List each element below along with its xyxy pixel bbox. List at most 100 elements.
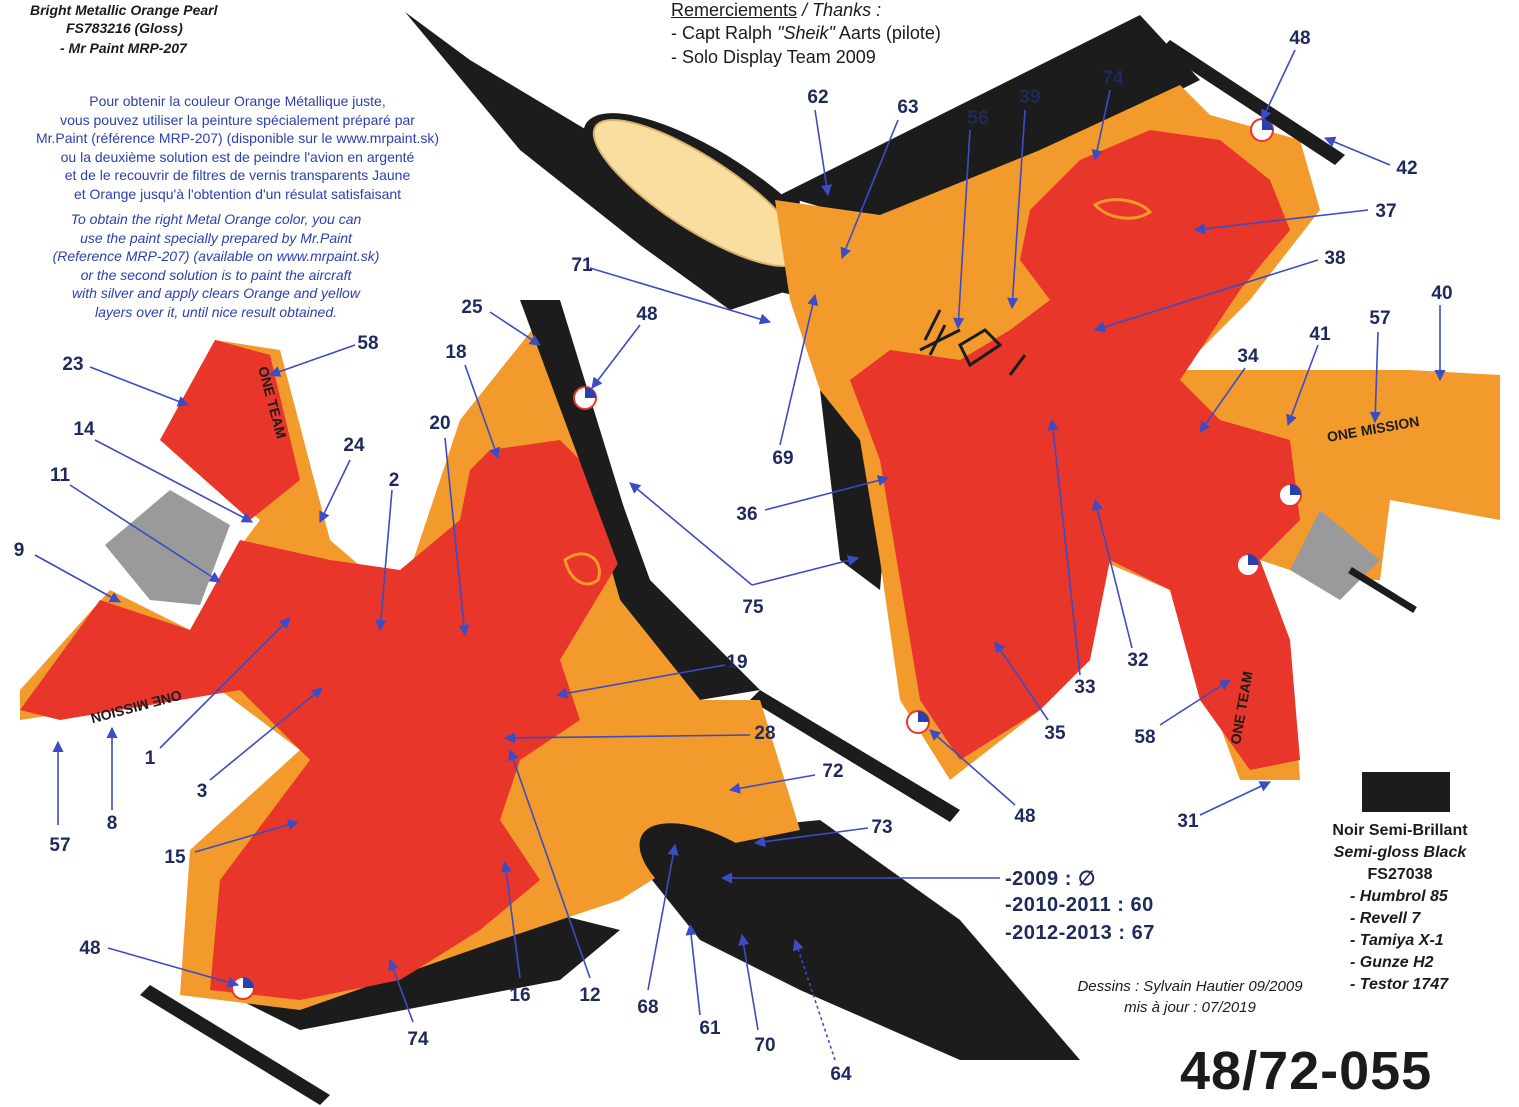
callout-label: 1 <box>145 748 156 769</box>
callout-label: 8 <box>107 813 118 834</box>
instructions-french: Pour obtenir la couleur Orange Métalliqu… <box>0 92 475 203</box>
credits-drawing: Dessins : Sylvain Hautier 09/2009 <box>1077 978 1303 995</box>
thanks-pilot-suffix: Aarts (pilote) <box>834 23 941 43</box>
callout-label: 40 <box>1431 283 1452 304</box>
callout-label: 14 <box>73 419 95 440</box>
wingtip-missile <box>140 985 330 1105</box>
top-view-wing-leading-edge <box>780 15 1200 230</box>
instruction-line: To obtain the right Metal Orange color, … <box>70 211 362 227</box>
instruction-line: layers over it, until nice result obtain… <box>94 303 337 320</box>
thanks-team: - Solo Display Team 2009 <box>671 47 876 67</box>
callout-label: 71 <box>571 255 593 276</box>
thanks-title: Remerciements / Thanks : <box>671 0 881 21</box>
callout-label: 57 <box>1369 308 1390 329</box>
paint-black-fs-code: FS27038 <box>1367 866 1433 883</box>
paint-black-name-fr: Noir Semi-Brillant <box>1332 822 1468 839</box>
instruction-line: Pour obtenir la couleur Orange Métalliqu… <box>89 93 386 109</box>
callout-label: 31 <box>1177 811 1199 832</box>
thanks-title-fr: Remerciements <box>671 0 798 20</box>
top-view-lion-red <box>850 130 1300 770</box>
callout-label: 16 <box>509 985 530 1006</box>
wingtip-missile <box>520 300 640 570</box>
paint-brand: - Tamiya X-1 <box>1350 932 1444 949</box>
callout-label: 64 <box>830 1064 852 1085</box>
callout-label: 18 <box>445 342 466 363</box>
year-note-value: 67 <box>1131 922 1155 944</box>
year-note: -2010-2011 : 60 <box>1005 894 1154 917</box>
paint-fs-line: FS783216 (Gloss) <box>66 20 183 36</box>
callout-label: 75 <box>742 597 764 618</box>
callout-label: 37 <box>1375 201 1396 222</box>
thanks-pilot-nick: "Sheik" <box>777 23 835 43</box>
callout-label: 11 <box>50 465 71 486</box>
bottom-view-lion-eye <box>563 552 601 586</box>
paint-reference: - Mr Paint MRP-207 <box>60 40 187 56</box>
top-view-tail <box>1270 370 1500 510</box>
callout-label: 28 <box>754 723 775 744</box>
callout-label: 33 <box>1074 677 1095 698</box>
instruction-line: Mr.Paint (référence MRP-207) (disponible… <box>35 130 440 146</box>
year-note-years: -2009 : <box>1005 868 1072 890</box>
callout-label: 38 <box>1324 248 1345 269</box>
instruction-line: use the paint specially prepared by Mr.P… <box>80 229 352 246</box>
paint-color-name: Bright Metallic Orange Pearl <box>30 2 218 18</box>
year-note-value: ∅ <box>1077 868 1096 890</box>
bottom-view-lower-edge <box>240 905 620 1030</box>
sheet-code: 48/72-055 <box>1180 1041 1433 1101</box>
callout-label: 32 <box>1127 650 1148 671</box>
callout-label: 35 <box>1044 723 1066 744</box>
callout-label: 41 <box>1309 324 1331 345</box>
callout-label: 61 <box>699 1018 721 1039</box>
callout-label: 34 <box>1237 346 1259 367</box>
paint-brand: - Humbrol 85 <box>1350 888 1448 905</box>
credits-updated: mis à jour : 07/2019 <box>1124 999 1256 1016</box>
callout-label: 36 <box>736 504 757 525</box>
callout-label: 74 <box>1102 68 1124 89</box>
thanks-pilot-prefix: - Capt Ralph <box>671 23 778 43</box>
top-view-lower-strake <box>820 390 890 590</box>
callout-label: 42 <box>1396 158 1417 179</box>
callout-label: 69 <box>772 448 793 469</box>
callout-label: 23 <box>62 354 83 375</box>
callout-label: 58 <box>357 333 378 354</box>
callout-label: 39 <box>1019 87 1040 108</box>
thanks-pilot: - Capt Ralph "Sheik" Aarts (pilote) <box>671 23 941 44</box>
callout-label: 15 <box>164 847 186 868</box>
callout-label: 9 <box>14 540 25 561</box>
top-view-pitot <box>1348 567 1417 613</box>
callout-label: 12 <box>579 985 600 1006</box>
callout-label: 68 <box>637 997 658 1018</box>
year-note: -2009 : ∅ <box>1005 866 1096 891</box>
callout-label: 62 <box>807 87 828 108</box>
paint-brand: - Gunze H2 <box>1350 954 1434 971</box>
year-note-years: -2010-2011 : <box>1005 894 1125 916</box>
aircraft-top-view: ONE MISSION ONE TEAM <box>405 12 1500 822</box>
instruction-line: with silver and apply clears Orange and … <box>72 285 360 301</box>
paint-brand: - Revell 7 <box>1350 910 1421 927</box>
callout-label: 63 <box>897 97 918 118</box>
instruction-line: et de le recouvrir de filtres de vernis … <box>64 167 411 183</box>
callout-label: 24 <box>343 435 365 456</box>
callout-labels: 48 74 62 63 56 39 42 37 38 40 57 41 34 7… <box>14 28 1453 1085</box>
callout-label: 48 <box>1289 28 1310 49</box>
paint-brand: - Testor 1747 <box>1350 976 1449 993</box>
bottom-view-lion-red <box>20 440 620 1000</box>
aircraft-bottom-view: ONE TEAM ONE MISSION <box>20 300 1080 1105</box>
paint-black-name-en: Semi-gloss Black <box>1333 844 1467 861</box>
callout-label: 48 <box>1014 806 1035 827</box>
year-note-years: -2012-2013 : <box>1005 922 1126 944</box>
instruction-line: ou la deuxième solution est de peindre l… <box>60 148 415 165</box>
callout-label: 73 <box>871 817 892 838</box>
top-view-lion-eye <box>1092 198 1153 220</box>
instruction-line: (Reference MRP-207) (available on www.mr… <box>52 248 380 264</box>
instruction-line: et Orange jusqu'à l'obtention d'un résul… <box>73 185 402 202</box>
callout-label: 20 <box>429 413 450 434</box>
bottom-view-gear-bay <box>639 823 801 937</box>
thanks-title-en: / Thanks : <box>802 0 882 20</box>
callout-label: 74 <box>407 1029 429 1050</box>
callout-label: 2 <box>389 470 400 491</box>
callout-label: 72 <box>822 761 843 782</box>
instructions-english: To obtain the right Metal Orange color, … <box>0 210 432 321</box>
year-note-value: 60 <box>1130 894 1154 916</box>
wingtip-missile <box>1160 40 1345 165</box>
